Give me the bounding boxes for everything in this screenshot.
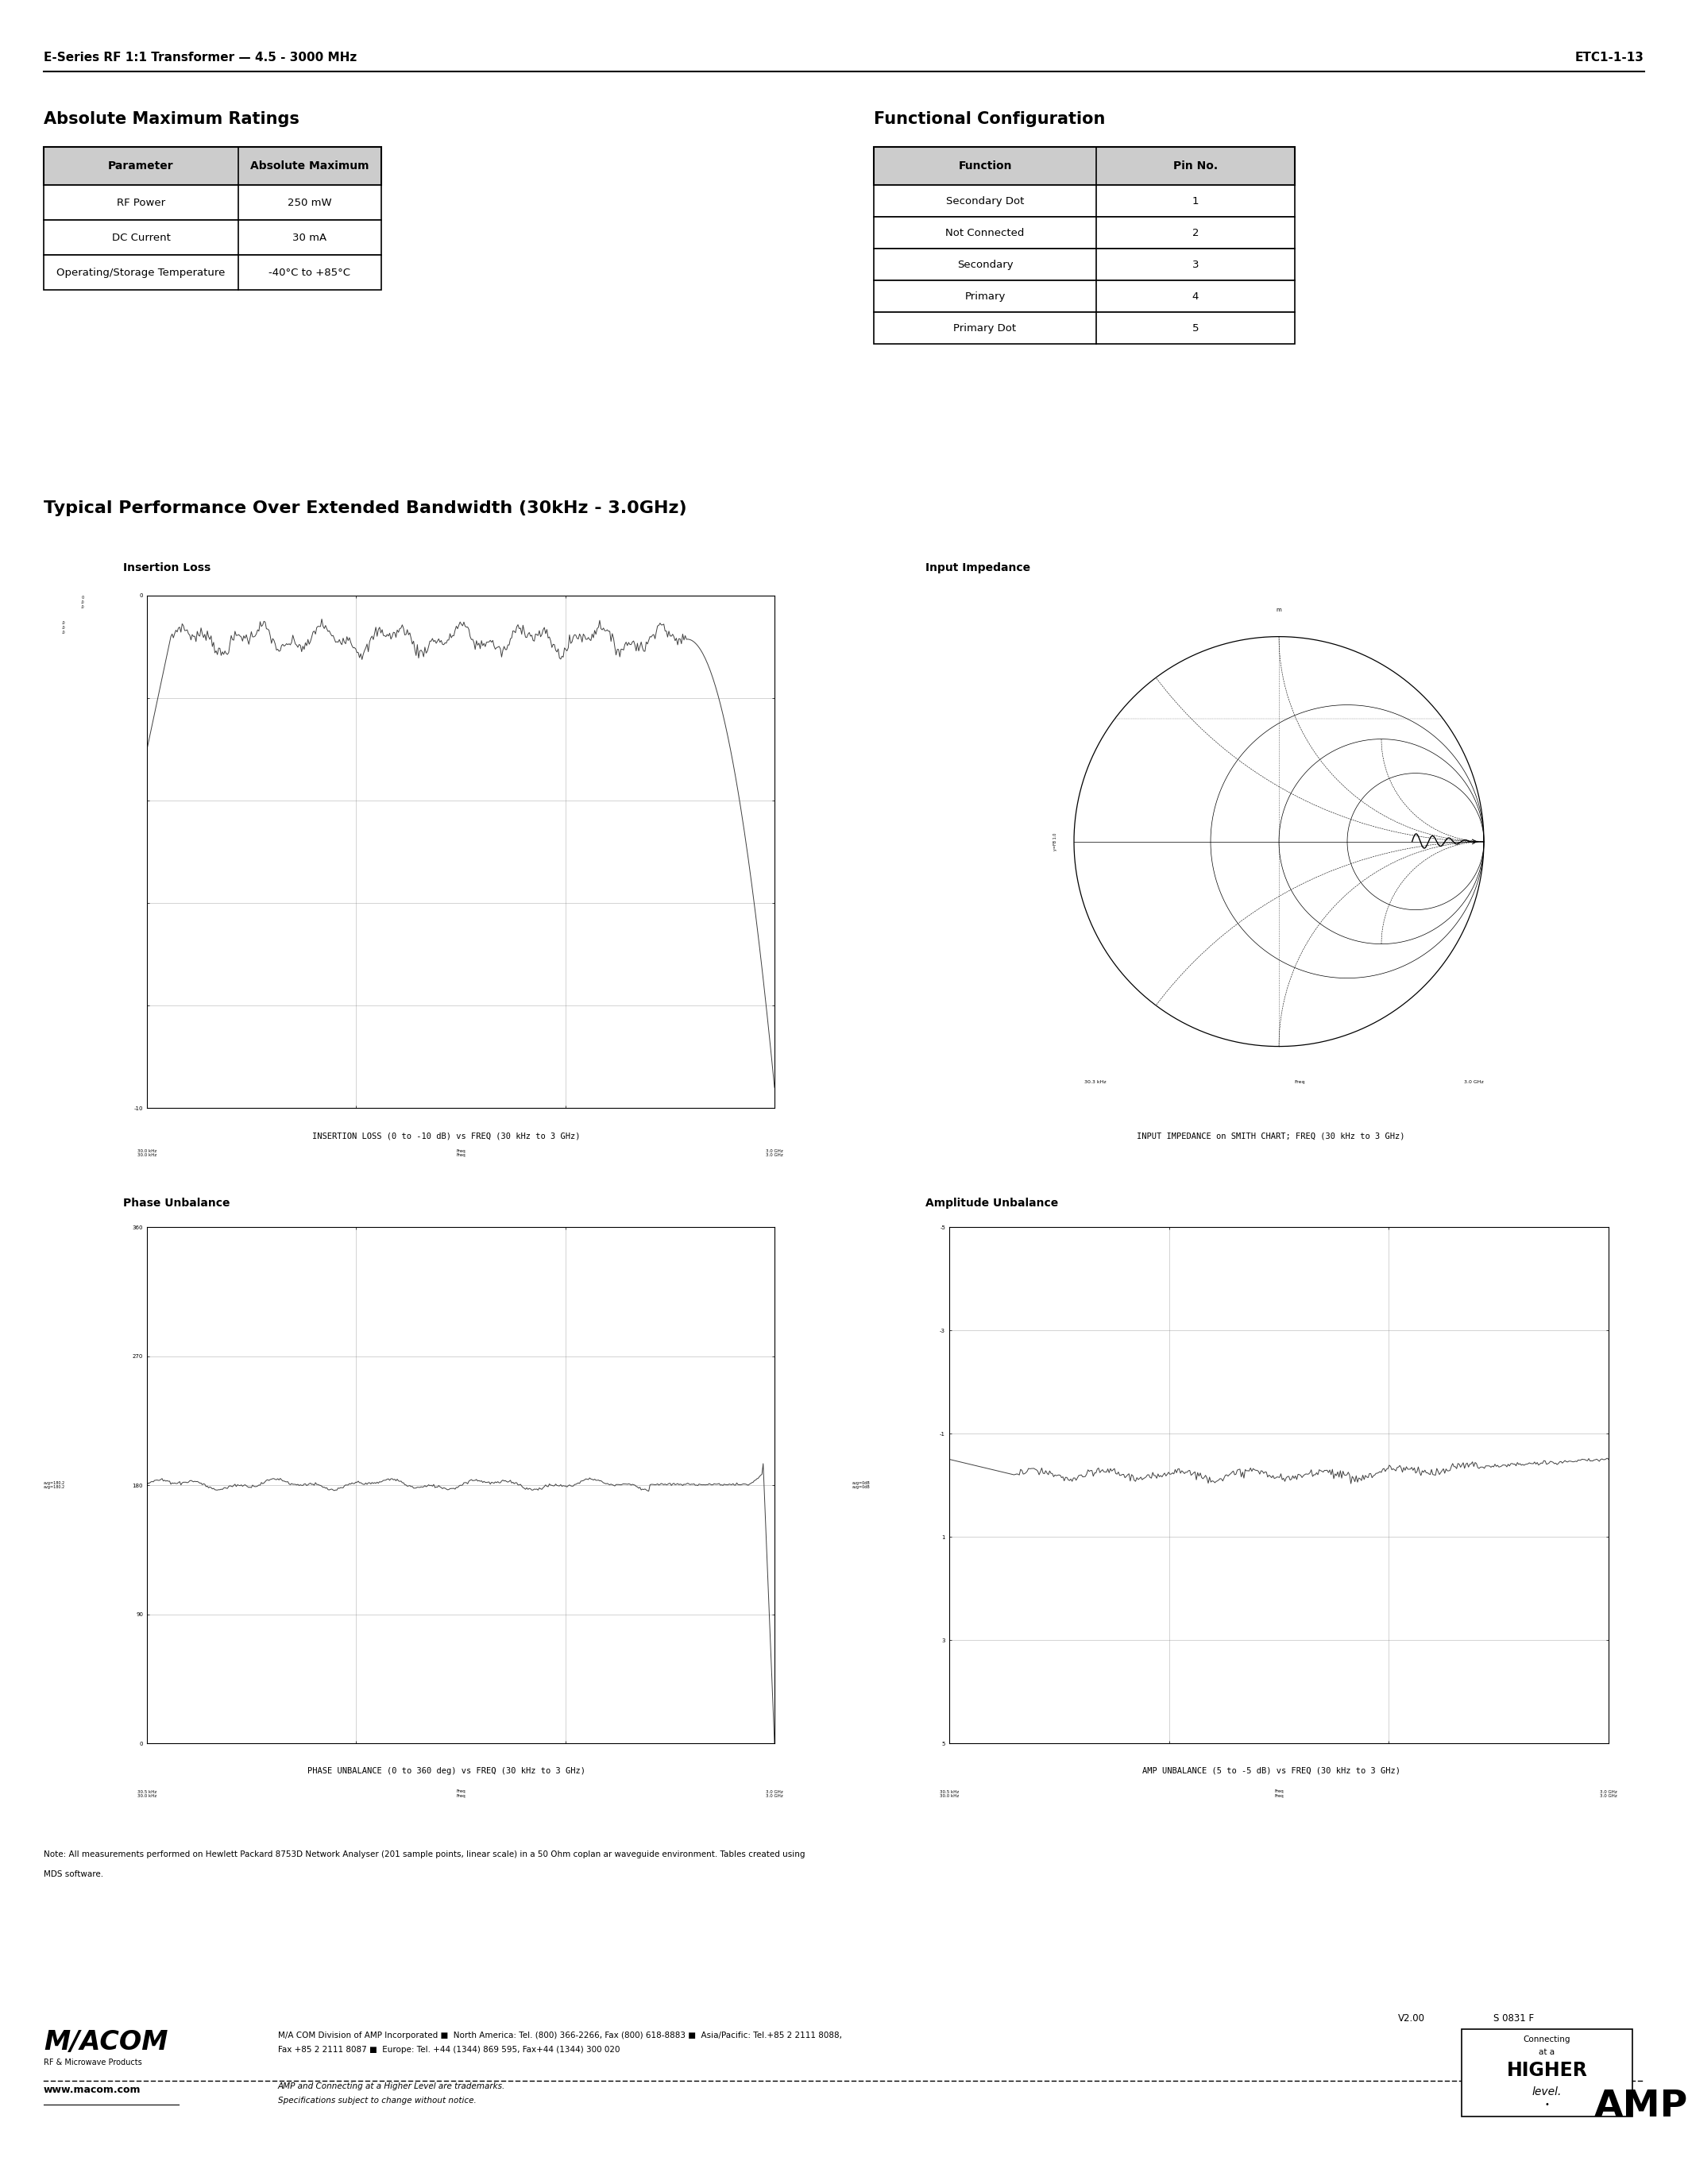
Text: Parameter: Parameter [108, 159, 174, 173]
Bar [44, 256, 381, 290]
Text: PHASE UNBALANCE (0 to 360 deg) vs FREQ (30 kHz to 3 GHz): PHASE UNBALANCE (0 to 360 deg) vs FREQ (… [307, 1767, 586, 1776]
Text: AMP and Connecting at a Higher Level are trademarks.: AMP and Connecting at a Higher Level are… [279, 2081, 505, 2090]
Text: Freq
Freq: Freq Freq [456, 1149, 466, 1158]
Text: 5: 5 [1192, 323, 1198, 334]
Text: Primary Dot: Primary Dot [954, 323, 1016, 334]
Text: Freq: Freq [1295, 1081, 1305, 1083]
Text: Functional Configuration: Functional Configuration [874, 111, 1106, 127]
Text: 30.3 kHz: 30.3 kHz [1084, 1081, 1106, 1083]
Text: E-Series RF 1:1 Transformer — 4.5 - 3000 MHz: E-Series RF 1:1 Transformer — 4.5 - 3000… [44, 50, 356, 63]
Text: Not Connected: Not Connected [945, 227, 1025, 238]
Text: 3: 3 [1192, 260, 1198, 269]
Text: y=FB 1.0: y=FB 1.0 [1053, 832, 1057, 850]
Text: 1: 1 [1192, 197, 1198, 205]
Text: AMP UNBALANCE (5 to -5 dB) vs FREQ (30 kHz to 3 GHz): AMP UNBALANCE (5 to -5 dB) vs FREQ (30 k… [1141, 1767, 1399, 1776]
Text: V2.00: V2.00 [1398, 2014, 1425, 2025]
Text: INSERTION LOSS (0 to -10 dB) vs FREQ (30 kHz to 3 GHz): INSERTION LOSS (0 to -10 dB) vs FREQ (30… [312, 1131, 581, 1140]
Text: Operating/Storage Temperature: Operating/Storage Temperature [57, 266, 226, 277]
Bar [44, 186, 381, 221]
Text: 2: 2 [1192, 227, 1198, 238]
Text: S 0831 F: S 0831 F [1494, 2014, 1534, 2025]
Text: www.macom.com: www.macom.com [44, 2086, 142, 2094]
Text: 250 mW: 250 mW [287, 197, 333, 207]
Text: ETC1-1-13: ETC1-1-13 [1575, 50, 1644, 63]
Text: MDS software.: MDS software. [44, 1870, 103, 1878]
Bar [874, 280, 1295, 312]
Text: AMP: AMP [1593, 2088, 1688, 2125]
Text: Absolute Maximum: Absolute Maximum [250, 159, 370, 173]
Text: HIGHER: HIGHER [1507, 2062, 1587, 2079]
Text: -40°C to +85°C: -40°C to +85°C [268, 266, 351, 277]
Text: at a: at a [1539, 2049, 1555, 2055]
Text: Typical Performance Over Extended Bandwidth (30kHz - 3.0GHz): Typical Performance Over Extended Bandwi… [44, 500, 687, 515]
Bar [44, 146, 381, 186]
Bar [44, 221, 381, 256]
Text: RF Power: RF Power [116, 197, 165, 207]
Text: Secondary: Secondary [957, 260, 1013, 269]
Text: M/A COM Division of AMP Incorporated ■  North America: Tel. (800) 366-2266, Fax : M/A COM Division of AMP Incorporated ■ N… [279, 2031, 842, 2040]
Bar [874, 249, 1295, 280]
Text: m: m [1276, 607, 1281, 612]
Text: Note: All measurements performed on Hewlett Packard 8753D Network Analyser (201 : Note: All measurements performed on Hewl… [44, 1850, 805, 1859]
Text: Absolute Maximum Ratings: Absolute Maximum Ratings [44, 111, 299, 127]
Bar [874, 146, 1295, 186]
Text: M/ACOM: M/ACOM [44, 2029, 169, 2055]
Text: 3.0 GHz: 3.0 GHz [1463, 1081, 1484, 1083]
Text: Specifications subject to change without notice.: Specifications subject to change without… [279, 2097, 476, 2105]
Text: Freq
Freq: Freq Freq [456, 1789, 466, 1797]
Text: avg=180.2
avg=180.2: avg=180.2 avg=180.2 [44, 1481, 66, 1489]
Text: Pin No.: Pin No. [1173, 159, 1217, 173]
Text: 30.0 kHz
30.0 kHz: 30.0 kHz 30.0 kHz [137, 1149, 157, 1158]
Text: RF & Microwave Products: RF & Microwave Products [44, 2060, 142, 2066]
Text: Function: Function [959, 159, 1011, 173]
Text: 30.5 kHz
30.0 kHz: 30.5 kHz 30.0 kHz [137, 1789, 157, 1797]
Text: 30 mA: 30 mA [292, 232, 327, 242]
Text: 4: 4 [1192, 290, 1198, 301]
Text: INPUT IMPEDANCE on SMITH CHART; FREQ (30 kHz to 3 GHz): INPUT IMPEDANCE on SMITH CHART; FREQ (30… [1138, 1131, 1404, 1140]
Bar [874, 216, 1295, 249]
Text: Phase Unbalance: Phase Unbalance [123, 1197, 230, 1208]
Text: DC Current: DC Current [111, 232, 170, 242]
Text: Freq
Freq: Freq Freq [1274, 1789, 1283, 1797]
Text: Secondary Dot: Secondary Dot [945, 197, 1025, 205]
Text: 3.0 GHz
3.0 GHz: 3.0 GHz 3.0 GHz [766, 1149, 783, 1158]
Text: 0
.0
.0: 0 .0 .0 [81, 596, 84, 609]
Text: .0
.0
.0: .0 .0 .0 [62, 620, 66, 633]
Text: 3.0 GHz
3.0 GHz: 3.0 GHz 3.0 GHz [766, 1789, 783, 1797]
Text: Amplitude Unbalance: Amplitude Unbalance [925, 1197, 1058, 1208]
Text: 30.5 kHz
30.0 kHz: 30.5 kHz 30.0 kHz [940, 1789, 959, 1797]
Bar [874, 312, 1295, 343]
Text: Insertion Loss: Insertion Loss [123, 561, 211, 574]
Text: level.: level. [1533, 2086, 1561, 2097]
Text: Fax +85 2 2111 8087 ■  Europe: Tel. +44 (1344) 869 595, Fax+44 (1344) 300 020: Fax +85 2 2111 8087 ■ Europe: Tel. +44 (… [279, 2046, 619, 2053]
Text: Primary: Primary [964, 290, 1006, 301]
Bar [874, 186, 1295, 216]
Text: Input Impedance: Input Impedance [925, 561, 1030, 574]
Text: Connecting: Connecting [1523, 2035, 1570, 2044]
Text: 3.0 GHz
3.0 GHz: 3.0 GHz 3.0 GHz [1600, 1789, 1617, 1797]
Bar [1462, 2029, 1632, 2116]
Text: avg=0dB
avg=0dB: avg=0dB avg=0dB [852, 1481, 869, 1489]
Text: •: • [1545, 2101, 1550, 2108]
